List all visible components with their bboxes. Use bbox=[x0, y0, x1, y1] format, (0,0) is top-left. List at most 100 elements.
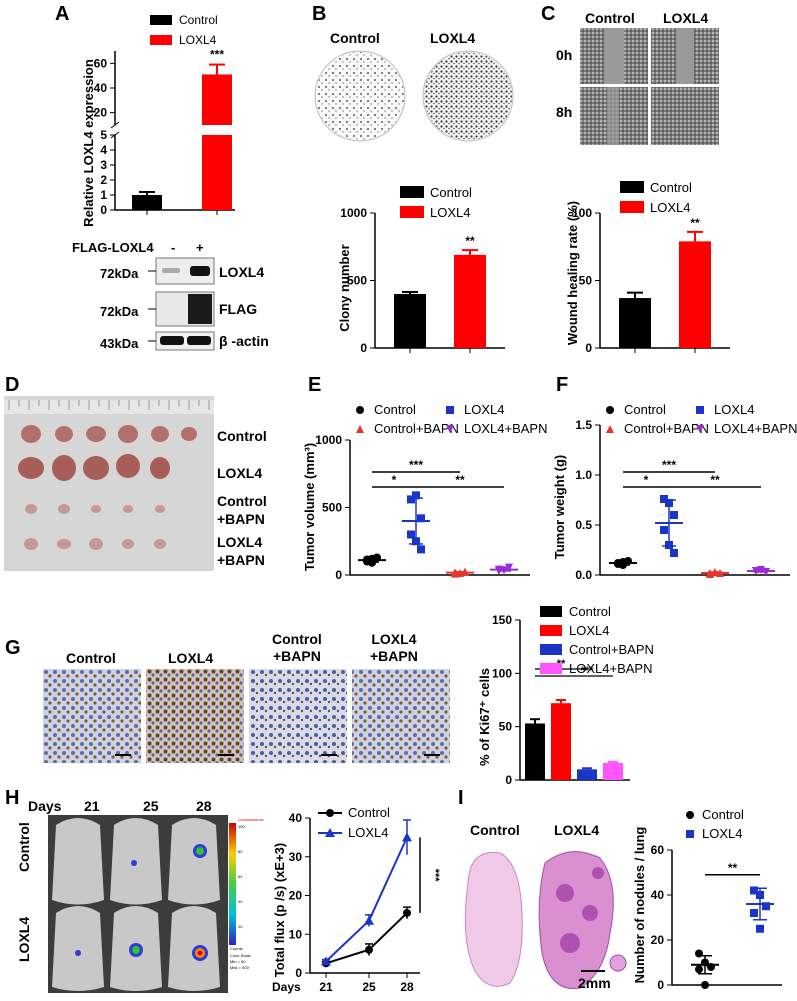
legend-label-2: Control+BAPN bbox=[374, 421, 459, 436]
bar-loxl4 bbox=[551, 703, 571, 780]
bar-loxl4 bbox=[679, 241, 711, 348]
data-point-loxl4 bbox=[364, 915, 374, 925]
legend-label-0: Control bbox=[430, 185, 472, 200]
y-tick-label: 3 bbox=[100, 158, 107, 172]
chart-h-ylabel: Total flux (p /s) (xE+3) bbox=[272, 843, 287, 977]
y-tick-label: 0 bbox=[295, 966, 302, 980]
data-point-loxl4 bbox=[750, 909, 758, 917]
data-point-loxl4 bbox=[750, 886, 758, 895]
legend-label-1: LOXL4 bbox=[569, 623, 609, 638]
legend-marker-1 bbox=[325, 828, 335, 837]
ivis-day-25: 25 bbox=[143, 798, 159, 814]
chart-c-wound-healing: Wound healing rate (%) 0 50 100 ** Control LO… bbox=[565, 180, 730, 355]
data-point-loxl4 bbox=[417, 545, 425, 554]
ihc-col-loxl4: LOXL4 bbox=[168, 650, 214, 666]
y-tick-label: 1 bbox=[100, 188, 107, 202]
data-point-loxl4 bbox=[407, 495, 415, 504]
legend-label-0: Control bbox=[179, 13, 218, 27]
ivis-images bbox=[48, 815, 236, 993]
legend-label-2: Control+BAPN bbox=[624, 421, 709, 436]
y-tick-label: 0 bbox=[585, 341, 592, 355]
colorbar-footer-4: Max = 500 bbox=[230, 965, 250, 970]
y-tick-label: 50 bbox=[499, 720, 513, 734]
western-flag-label: FLAG-LOXL4 bbox=[72, 240, 154, 255]
bar-control-bapn bbox=[577, 769, 597, 780]
legend-swatch-2 bbox=[540, 644, 562, 655]
colorbar-tick-80: 80 bbox=[238, 849, 243, 854]
tumor-row-loxl4: LOXL4 bbox=[217, 465, 263, 481]
y-tick-label: 0 bbox=[360, 341, 367, 355]
legend-label-0: Control bbox=[702, 807, 744, 822]
panel-label-d: D bbox=[5, 374, 20, 396]
wound-healing-image bbox=[580, 28, 719, 145]
legend-label-1: LOXL4 bbox=[702, 826, 742, 841]
legend-swatch-3 bbox=[540, 663, 562, 674]
lung-scale-bar-label: 2mm bbox=[578, 975, 611, 991]
legend-marker-2 bbox=[606, 425, 614, 433]
y-tick-label: 20 bbox=[651, 933, 665, 947]
legend-marker-0 bbox=[606, 406, 614, 414]
legend-label-0: Control bbox=[650, 180, 692, 195]
significance-mark: ** bbox=[455, 473, 465, 487]
chart-c-ylabel: Wound healing rate (%) bbox=[565, 201, 580, 345]
y-tick-label: 40 bbox=[651, 888, 665, 902]
y-tick-label: 0 bbox=[335, 568, 342, 582]
ihc-col-control: Control bbox=[66, 650, 116, 666]
bar-loxl4-lower bbox=[202, 135, 232, 210]
legend-label-1: LOXL4 bbox=[430, 205, 470, 220]
legend-swatch-0 bbox=[150, 15, 172, 25]
legend-marker-3 bbox=[446, 425, 454, 433]
legend-swatch-1 bbox=[150, 35, 172, 45]
data-point-loxl4 bbox=[762, 902, 770, 911]
y-tick-label: 50 bbox=[579, 274, 593, 288]
colorbar-footer-1: Counts bbox=[230, 946, 243, 951]
significance-mark: *** bbox=[210, 48, 224, 62]
tumor-photo-image bbox=[4, 396, 214, 571]
lung-sections-image bbox=[464, 851, 627, 990]
chart-i-nodules: Number of nodules / lung 0 20 40 60 ** Contro… bbox=[632, 807, 782, 992]
y-tick-label: 500 bbox=[322, 501, 342, 515]
legend-marker-0 bbox=[686, 811, 694, 819]
chart-e-tumor-volume: Tumor volume (mm³) 05001000******Control… bbox=[302, 402, 547, 582]
legend-marker-1 bbox=[696, 406, 704, 414]
significance-mark: ** bbox=[728, 861, 738, 875]
colony-col-loxl4: LOXL4 bbox=[430, 30, 476, 46]
chart-f-ylabel: Tumor weight (g) bbox=[552, 455, 567, 559]
y-tick-label: 20 bbox=[94, 106, 108, 120]
legend-swatch-1 bbox=[540, 625, 562, 636]
y-tick-label: 150 bbox=[492, 613, 512, 627]
panel-label-g: G bbox=[5, 637, 21, 659]
legend-label-1: LOXL4 bbox=[714, 402, 754, 417]
chart-g-ki67: % of Ki67⁺ cells 050100150******ControlL… bbox=[477, 604, 654, 787]
significance-mark: * bbox=[644, 473, 649, 487]
western-name-2: FLAG bbox=[219, 301, 258, 317]
x-axis-label: Days bbox=[272, 980, 301, 994]
y-tick-label: 0 bbox=[657, 978, 664, 992]
legend-swatch-0 bbox=[540, 606, 562, 617]
axis-break-mark bbox=[110, 121, 120, 129]
legend-label-1: LOXL4 bbox=[464, 402, 504, 417]
chart-i-ylabel: Number of nodules / lung bbox=[632, 827, 647, 984]
data-point-loxl4 bbox=[407, 530, 415, 539]
y-tick-label: 10 bbox=[289, 927, 303, 941]
data-point-loxl4 bbox=[402, 832, 412, 842]
data-point-loxl4 bbox=[660, 526, 668, 534]
legend-label-1: LOXL4 bbox=[650, 200, 690, 215]
legend-marker-1 bbox=[446, 406, 454, 414]
significance-mark: *** bbox=[429, 869, 441, 883]
tumor-row-control-bapn: Control +BAPN bbox=[217, 493, 267, 527]
western-name-1: LOXL4 bbox=[219, 264, 265, 280]
y-tick-label: 60 bbox=[651, 843, 665, 857]
data-point-loxl4 bbox=[670, 549, 678, 557]
western-lane2-sign: + bbox=[196, 240, 204, 255]
legend-marker-3 bbox=[696, 425, 704, 433]
ivis-colorbar-text: Luminescence 100 80 60 40 20 Counts Colo… bbox=[230, 817, 265, 970]
significance-mark: ** bbox=[690, 216, 700, 230]
panel-label-a: A bbox=[55, 3, 70, 25]
colorbar-tick-40: 40 bbox=[238, 899, 243, 904]
legend-label-0: Control bbox=[348, 805, 390, 820]
y-tick-label: 20 bbox=[289, 889, 303, 903]
colorbar-footer-2: Color Scale bbox=[230, 953, 251, 958]
data-point-control bbox=[695, 965, 703, 974]
